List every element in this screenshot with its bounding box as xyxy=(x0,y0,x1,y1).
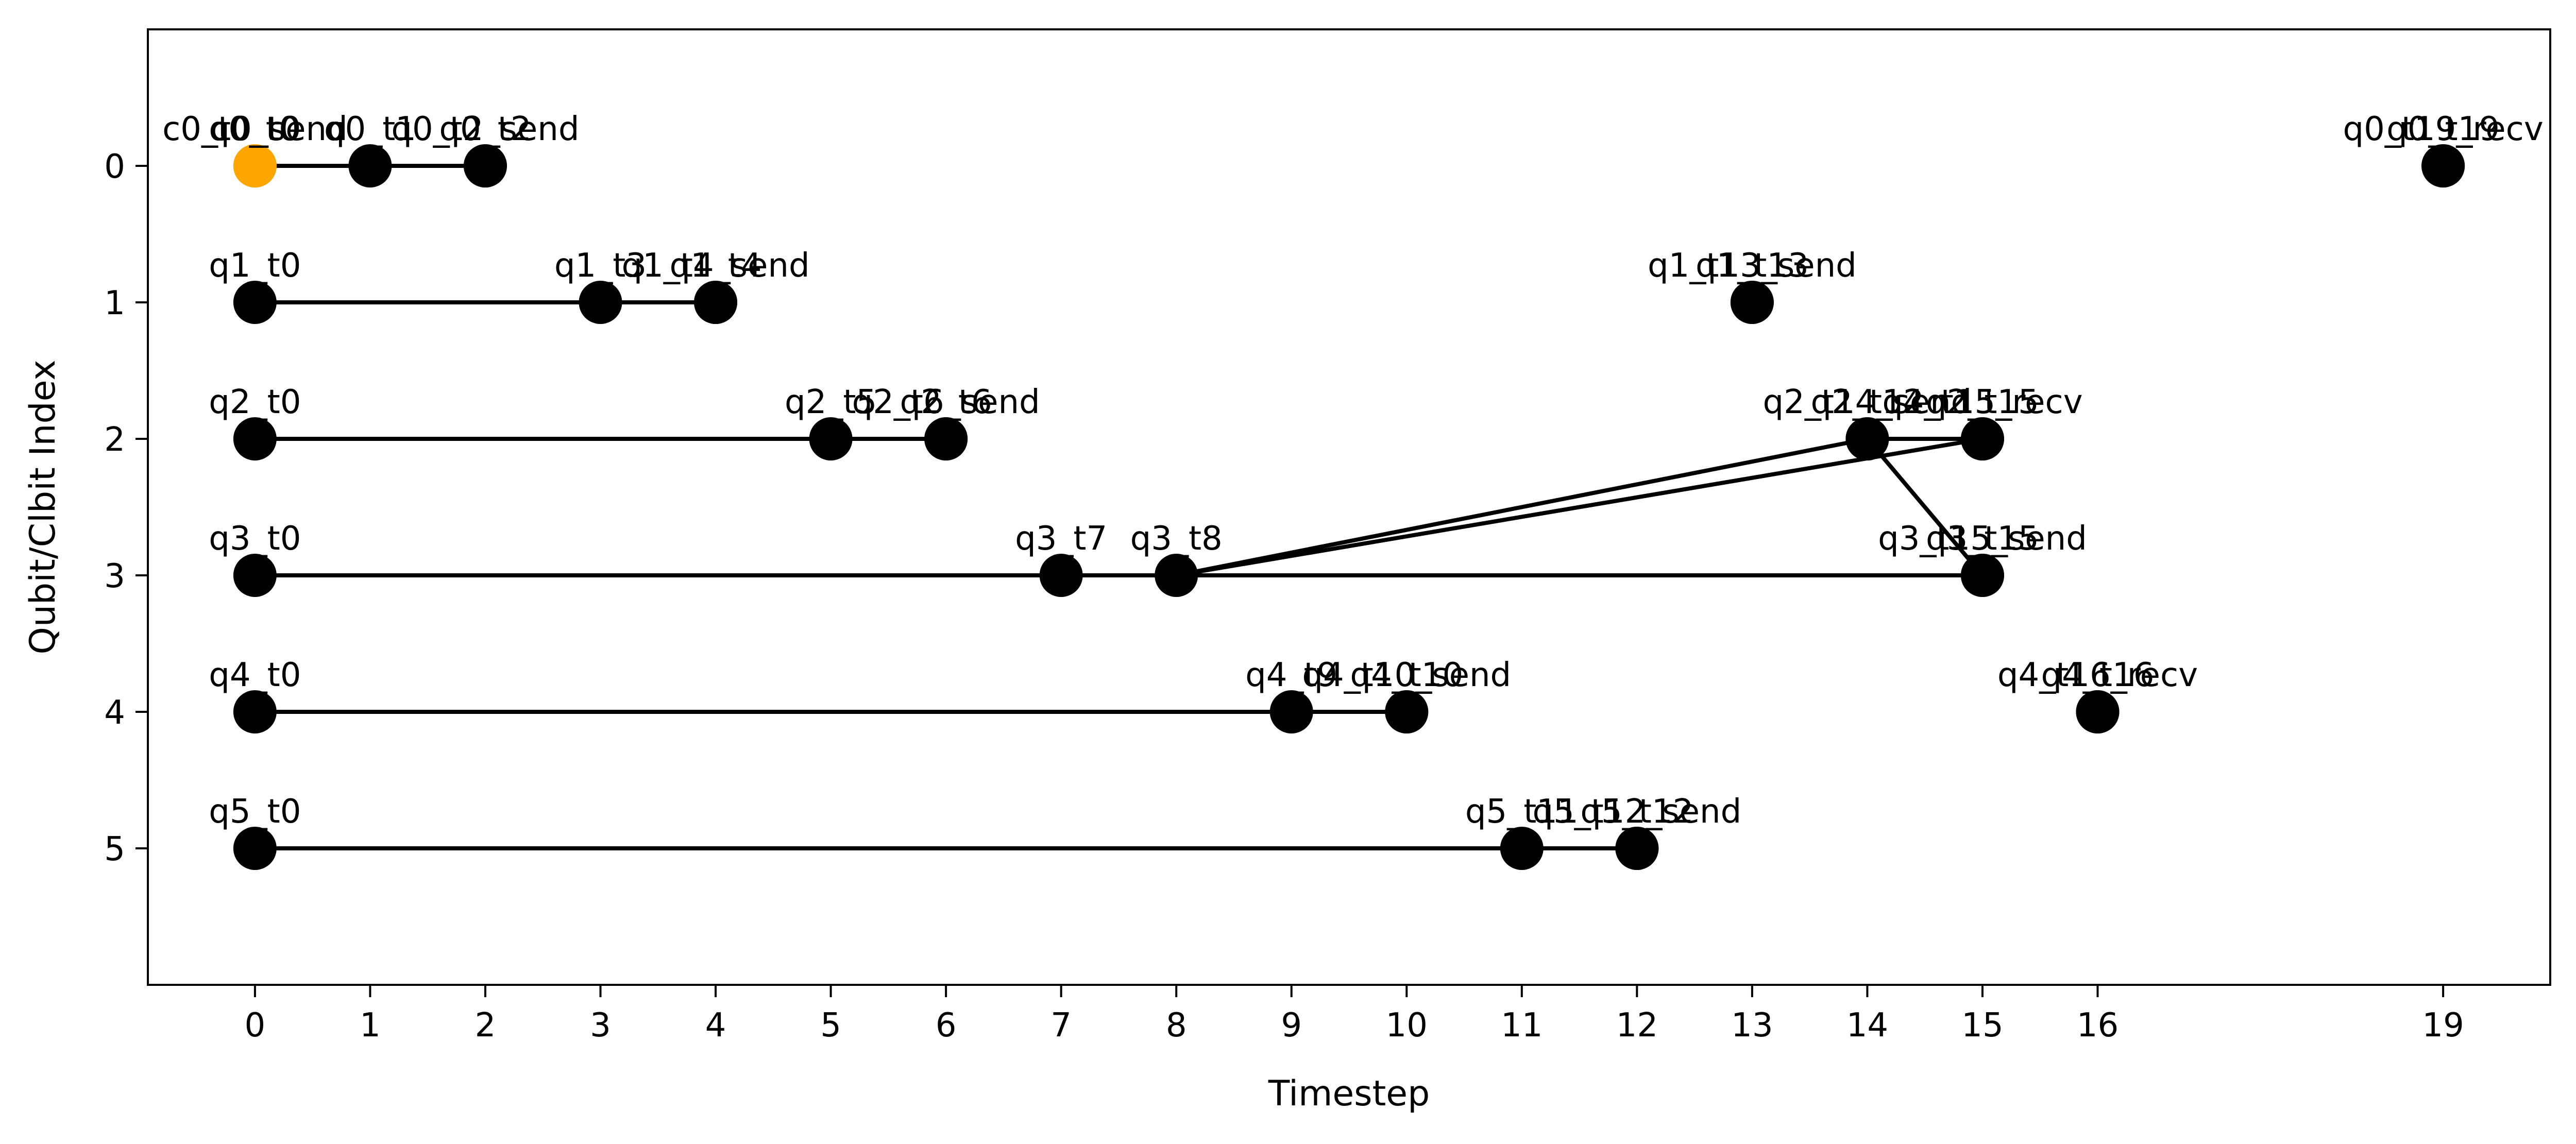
y-tick-label: 3 xyxy=(104,557,125,595)
x-tick-label: 5 xyxy=(820,1006,841,1045)
x-tick-label: 6 xyxy=(936,1006,957,1045)
node-point xyxy=(694,281,738,324)
plot-frame xyxy=(147,28,2551,986)
node-label: q1_t4 xyxy=(669,247,761,285)
x-tick-label: 13 xyxy=(1731,1006,1773,1045)
node-label: q4_t10 xyxy=(1350,656,1463,694)
node-label: q2_t15_recv xyxy=(1882,383,2082,421)
x-tick-label: 10 xyxy=(1386,1006,1428,1045)
node-point xyxy=(1155,554,1198,597)
x-tick-label: 8 xyxy=(1166,1006,1187,1045)
node-label: q5_t11 xyxy=(1465,793,1579,831)
node-label: q4_t10_send xyxy=(1302,656,1511,694)
y-axis: 0 1 2 3 4 5 xyxy=(104,148,148,868)
nodes-layer xyxy=(233,144,2465,870)
node-label: q3_t7 xyxy=(1015,520,1107,558)
node-point xyxy=(1960,417,2004,460)
node-point xyxy=(2421,144,2465,187)
node-label: q1_t4_send xyxy=(622,247,810,285)
edge-line xyxy=(1866,437,1985,577)
node-point xyxy=(1960,554,2004,597)
x-tick-label: 4 xyxy=(705,1006,726,1045)
node-label: q0_t19_recv xyxy=(2343,110,2544,148)
x-axis: 0 1 2 3 4 5 6 7 8 9 10 11 12 13 14 15 16 19 xyxy=(245,985,2464,1045)
node-label: c0_t0_send xyxy=(162,110,348,148)
node-point xyxy=(463,144,507,187)
node-label: q1_t0 xyxy=(209,247,301,285)
node-point xyxy=(233,827,277,870)
node-label: q3_t15 xyxy=(1926,520,2039,558)
node-point xyxy=(1845,417,1889,460)
node-label: q2_t6_send xyxy=(852,383,1040,421)
node-point xyxy=(2076,690,2120,733)
node-point xyxy=(233,554,277,597)
node-label: q0_t1 xyxy=(324,110,416,148)
node-label: q3_t15_send xyxy=(1878,520,2087,558)
y-tick-label: 2 xyxy=(104,421,125,459)
node-point xyxy=(233,690,277,733)
node-label: c0_t0 xyxy=(210,110,300,148)
node-label: q4_t16_recv xyxy=(1997,656,2198,694)
node-label: q1_t13_send xyxy=(1648,247,1857,285)
node-label: q4_t0 xyxy=(209,656,301,694)
node-label: q2_t5 xyxy=(785,383,877,421)
node-label: q0_t19 xyxy=(2386,110,2500,148)
x-tick-label: 12 xyxy=(1616,1006,1658,1045)
x-tick-label: 15 xyxy=(1961,1006,2003,1045)
x-axis-label: Timestep xyxy=(1268,1073,1430,1114)
node-label: q2_t15 xyxy=(1926,383,2039,421)
node-label: q3_t8 xyxy=(1130,520,1223,558)
node-point xyxy=(233,144,277,187)
node-label: q2_t6 xyxy=(900,383,992,421)
node-label: q0_t2 xyxy=(439,110,531,148)
x-tick-label: 19 xyxy=(2422,1006,2464,1045)
y-tick-label: 4 xyxy=(104,694,125,732)
node-label: q0_t0 xyxy=(209,110,301,148)
node-label: q0_t2_send xyxy=(391,110,579,148)
node-label: q5_t0 xyxy=(209,793,301,831)
node-point xyxy=(1269,690,1313,733)
node-label: q2_t14_send xyxy=(1763,383,1972,421)
node-label: q1_t3 xyxy=(554,247,647,285)
x-tick-label: 16 xyxy=(2077,1006,2119,1045)
node-point xyxy=(1500,827,1544,870)
y-axis-label: Qubit/Clbit Index xyxy=(23,360,63,654)
x-tick-label: 9 xyxy=(1281,1006,1302,1045)
x-tick-label: 3 xyxy=(590,1006,611,1045)
node-label: q5_t12_send xyxy=(1532,793,1741,831)
node-label: q2_t14 xyxy=(1810,383,1924,421)
node-label: q3_t0 xyxy=(209,520,301,558)
y-tick-label: 5 xyxy=(104,830,125,868)
node-point xyxy=(924,417,968,460)
edge-line xyxy=(1176,437,1983,577)
node-point xyxy=(579,281,622,324)
node-point xyxy=(348,144,392,187)
x-tick-label: 0 xyxy=(245,1006,266,1045)
x-tick-label: 1 xyxy=(360,1006,381,1045)
node-label: q5_t12 xyxy=(1580,793,1693,831)
node-point xyxy=(1730,281,1774,324)
node-label: q1_t13 xyxy=(1696,247,1809,285)
x-tick-label: 14 xyxy=(1846,1006,1888,1045)
node-point xyxy=(809,417,853,460)
node-label: q2_t0 xyxy=(209,383,301,421)
node-point xyxy=(233,417,277,460)
x-tick-label: 2 xyxy=(475,1006,496,1045)
node-point xyxy=(233,281,277,324)
y-tick-label: 1 xyxy=(104,284,125,322)
node-point xyxy=(1385,690,1429,733)
x-tick-label: 11 xyxy=(1501,1006,1543,1045)
node-point xyxy=(1615,827,1659,870)
x-tick-label: 7 xyxy=(1050,1006,1072,1045)
edge-line xyxy=(1176,437,1868,577)
node-label: q4_t16 xyxy=(2041,656,2155,694)
y-tick-label: 0 xyxy=(104,148,125,186)
node-label: q4_t9 xyxy=(1245,656,1337,694)
node-point xyxy=(1039,554,1083,597)
